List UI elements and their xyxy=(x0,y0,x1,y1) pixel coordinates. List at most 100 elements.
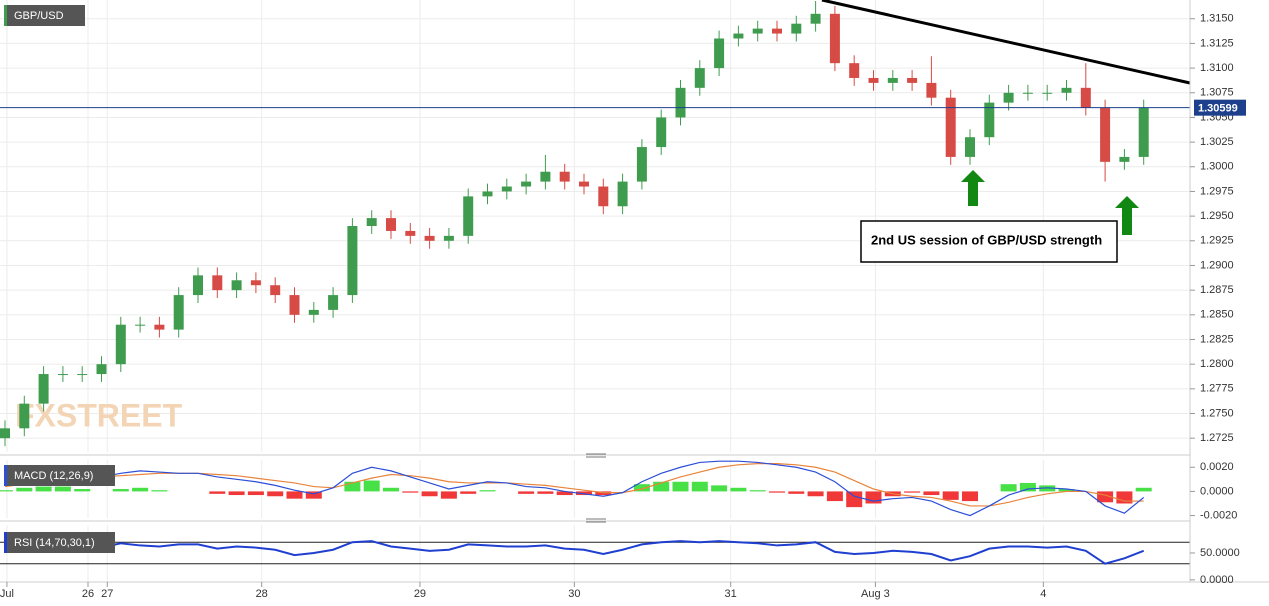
candle-body xyxy=(173,295,184,330)
histogram-bar xyxy=(344,481,361,492)
histogram-bar xyxy=(537,491,554,494)
histogram-bar xyxy=(1019,482,1036,492)
histogram-bar xyxy=(151,490,168,492)
histogram-bar xyxy=(923,491,940,496)
last-price-label: 1.30599 xyxy=(1198,103,1238,115)
histogram-bar xyxy=(595,491,612,496)
candle-body xyxy=(965,137,975,157)
y-tick-label: 1.2750 xyxy=(1200,407,1234,419)
histogram-bar xyxy=(633,484,650,492)
histogram-bar xyxy=(132,487,149,492)
y-tick-label: 0.0000 xyxy=(1200,485,1234,497)
candle-body xyxy=(791,23,802,34)
candle-body xyxy=(617,181,628,207)
histogram-bar xyxy=(209,491,226,494)
candle-body xyxy=(193,275,203,296)
x-tick-label: 28 xyxy=(256,588,268,600)
histogram-bar xyxy=(247,491,264,496)
histogram-bar xyxy=(54,486,71,492)
candle-body xyxy=(386,218,396,231)
resize-grip[interactable] xyxy=(586,453,606,458)
candle-body xyxy=(926,82,937,98)
y-tick-label: 1.2725 xyxy=(1200,432,1234,444)
candle-body xyxy=(501,186,512,192)
candle-body xyxy=(829,13,840,64)
indicator-title: MACD (12,26,9) xyxy=(14,470,93,482)
histogram-bar xyxy=(1135,487,1152,492)
histogram-bar xyxy=(518,491,535,494)
y-tick-label: 0.0020 xyxy=(1200,461,1234,473)
x-tick-label: 4 xyxy=(1040,588,1046,600)
y-tick-label: 1.2900 xyxy=(1200,259,1234,271)
annotation-box xyxy=(860,220,1118,263)
histogram-bar xyxy=(730,487,747,492)
candle-body xyxy=(1100,107,1111,162)
histogram-bar xyxy=(479,490,496,492)
candle-body xyxy=(1042,92,1053,94)
candle-body xyxy=(868,77,879,83)
histogram-bar xyxy=(363,480,380,492)
rsi-line xyxy=(4,540,1145,565)
candle-body xyxy=(984,102,995,138)
histogram-bar xyxy=(460,491,477,494)
histogram-bar xyxy=(1000,484,1017,492)
histogram-bar xyxy=(711,485,728,492)
histogram-bar xyxy=(35,486,52,492)
candle-body xyxy=(154,324,165,330)
histogram-bar xyxy=(769,491,785,493)
candle-body xyxy=(250,280,261,286)
histogram-bar xyxy=(653,481,670,492)
candle-body xyxy=(463,196,474,236)
candle-body xyxy=(0,428,10,439)
y-tick-label: 1.2850 xyxy=(1200,309,1234,321)
title-box xyxy=(4,5,85,26)
candle-body xyxy=(752,28,763,34)
y-tick-label: 1.2875 xyxy=(1200,284,1234,296)
y-tick-label: 1.2775 xyxy=(1200,383,1234,395)
histogram-bar xyxy=(228,491,245,496)
x-tick-label: 30 xyxy=(568,588,580,600)
arrow xyxy=(1115,196,1139,235)
histogram-bar xyxy=(904,491,921,493)
histogram-bar xyxy=(1097,491,1114,503)
candle-body xyxy=(636,147,647,182)
histogram-bar xyxy=(672,481,689,492)
histogram-bar xyxy=(383,487,399,492)
candle-body xyxy=(212,275,223,291)
candle-body xyxy=(810,13,821,24)
macd-line xyxy=(4,460,1145,517)
histogram-bar xyxy=(74,489,91,492)
x-tick-label: 29 xyxy=(414,588,426,600)
candle-body xyxy=(945,97,956,157)
candle-body xyxy=(1080,87,1091,108)
histogram-bar xyxy=(1039,485,1056,492)
histogram-bar xyxy=(846,491,863,508)
candle-body xyxy=(598,186,609,207)
candle-body xyxy=(19,403,30,429)
candle-body xyxy=(115,324,126,365)
candle-body xyxy=(96,364,107,375)
title-stripe xyxy=(4,5,7,26)
histogram-bar xyxy=(556,491,573,496)
histogram-bar xyxy=(305,491,322,499)
histogram-bar xyxy=(942,491,959,500)
candle-body xyxy=(772,28,782,34)
y-tick-label: 1.3025 xyxy=(1200,136,1234,148)
y-tick-label: 1.2825 xyxy=(1200,333,1234,345)
arrow xyxy=(961,170,985,206)
histogram-bar xyxy=(440,491,457,499)
histogram-bar xyxy=(691,481,708,492)
histogram-bar xyxy=(1058,489,1075,492)
candle-body xyxy=(559,171,570,182)
title-box xyxy=(4,532,115,553)
candle-body xyxy=(540,171,551,182)
y-tick-label: 1.2950 xyxy=(1200,210,1234,222)
histogram-bar xyxy=(749,490,766,492)
indicator-title: RSI (14,70,30,1) xyxy=(14,537,95,549)
resize-grip[interactable] xyxy=(586,518,606,523)
y-tick-label: 1.3075 xyxy=(1200,87,1234,99)
histogram-bar xyxy=(286,491,303,499)
candle-body xyxy=(1061,87,1072,93)
x-tick-label: 27 xyxy=(101,588,113,600)
